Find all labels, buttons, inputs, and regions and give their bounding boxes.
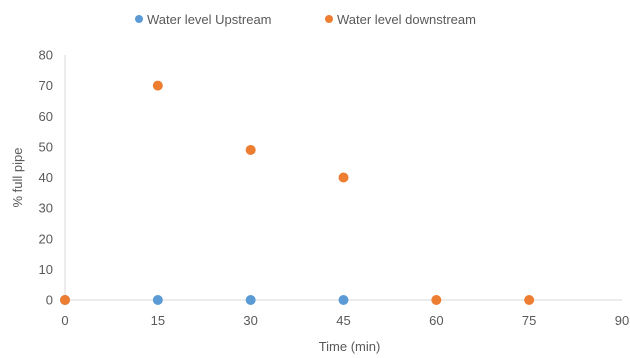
data-point-upstream xyxy=(152,295,163,305)
data-points xyxy=(60,80,535,305)
y-tick-label: 60 xyxy=(39,109,53,124)
legend-label: Water level downstream xyxy=(337,12,476,27)
y-tick-label: 80 xyxy=(39,48,53,63)
y-tick-label: 10 xyxy=(39,262,53,277)
x-tick-label: 15 xyxy=(151,313,165,328)
x-tick-label: 0 xyxy=(61,313,68,328)
x-tick-label: 75 xyxy=(522,313,536,328)
x-tick-label: 45 xyxy=(336,313,350,328)
y-axis-title: % full pipe xyxy=(10,148,25,208)
data-point-downstream xyxy=(524,295,535,305)
y-axis: 0 10 20 30 40 50 60 70 80 xyxy=(39,48,66,308)
data-point-upstream xyxy=(338,295,349,305)
y-tick-label: 30 xyxy=(39,201,53,216)
y-tick-label: 0 xyxy=(46,293,53,308)
data-point-downstream xyxy=(60,295,70,305)
data-point-downstream xyxy=(431,295,442,305)
legend-label: Water level Upstream xyxy=(147,12,272,27)
data-point-downstream xyxy=(338,172,349,183)
x-tick-label: 30 xyxy=(243,313,257,328)
data-point-downstream xyxy=(245,144,256,155)
legend-marker xyxy=(135,15,143,23)
x-tick-label: 60 xyxy=(429,313,443,328)
y-tick-label: 50 xyxy=(39,139,53,154)
y-tick-label: 20 xyxy=(39,231,53,246)
chart-legend: Water level Upstream Water level downstre… xyxy=(135,12,476,27)
y-tick-label: 70 xyxy=(39,78,53,93)
y-tick-label: 40 xyxy=(39,170,53,185)
x-tick-label: 90 xyxy=(615,313,629,328)
x-axis-title: Time (min) xyxy=(319,339,381,354)
legend-marker xyxy=(325,15,333,23)
data-point-upstream xyxy=(245,295,256,305)
data-point-downstream xyxy=(152,80,163,91)
